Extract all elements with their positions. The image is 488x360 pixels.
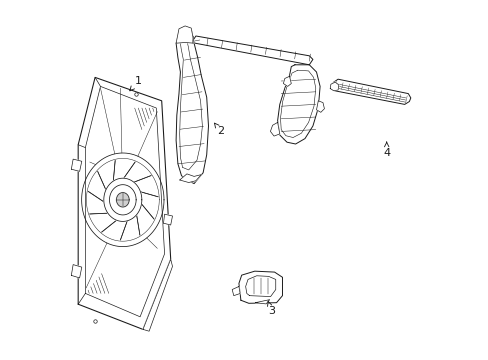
Polygon shape: [109, 185, 136, 215]
Polygon shape: [329, 82, 338, 91]
Polygon shape: [71, 265, 81, 278]
Polygon shape: [239, 271, 282, 303]
Text: 4: 4: [383, 142, 389, 158]
Polygon shape: [78, 77, 170, 329]
Polygon shape: [232, 287, 240, 296]
Polygon shape: [270, 122, 279, 136]
Polygon shape: [85, 86, 164, 317]
Polygon shape: [277, 65, 320, 144]
Polygon shape: [192, 36, 312, 65]
Polygon shape: [255, 300, 269, 304]
Text: 1: 1: [130, 76, 142, 91]
Polygon shape: [176, 26, 194, 43]
Polygon shape: [179, 35, 202, 170]
Polygon shape: [330, 79, 410, 104]
Polygon shape: [163, 214, 172, 225]
Polygon shape: [283, 76, 291, 86]
Polygon shape: [103, 178, 142, 221]
Polygon shape: [176, 27, 208, 184]
Polygon shape: [179, 174, 201, 183]
Text: 2: 2: [214, 123, 224, 136]
Polygon shape: [245, 276, 275, 297]
Polygon shape: [71, 159, 81, 171]
Polygon shape: [280, 70, 315, 138]
Polygon shape: [142, 259, 172, 331]
Polygon shape: [316, 101, 324, 112]
Polygon shape: [116, 193, 129, 207]
Text: 3: 3: [267, 301, 274, 316]
